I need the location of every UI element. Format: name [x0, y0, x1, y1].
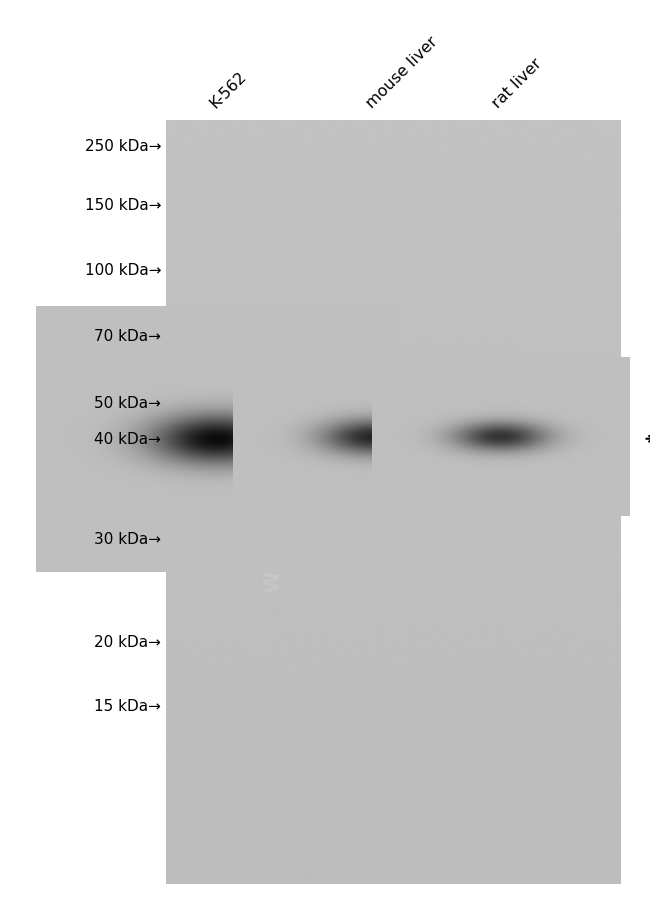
- Text: 100 kDa→: 100 kDa→: [84, 263, 161, 278]
- Text: 250 kDa→: 250 kDa→: [84, 139, 161, 153]
- Text: 40 kDa→: 40 kDa→: [94, 432, 161, 446]
- Text: 15 kDa→: 15 kDa→: [94, 698, 161, 713]
- Text: 50 kDa→: 50 kDa→: [94, 396, 161, 410]
- Text: WWW.PTGLAB.COM: WWW.PTGLAB.COM: [263, 364, 283, 593]
- Text: 20 kDa→: 20 kDa→: [94, 635, 161, 649]
- Text: rat liver: rat liver: [490, 56, 545, 111]
- Text: mouse liver: mouse liver: [363, 34, 440, 111]
- Text: 30 kDa→: 30 kDa→: [94, 532, 161, 547]
- Text: K-562: K-562: [207, 69, 250, 111]
- Text: 70 kDa→: 70 kDa→: [94, 329, 161, 344]
- Text: 150 kDa→: 150 kDa→: [84, 198, 161, 213]
